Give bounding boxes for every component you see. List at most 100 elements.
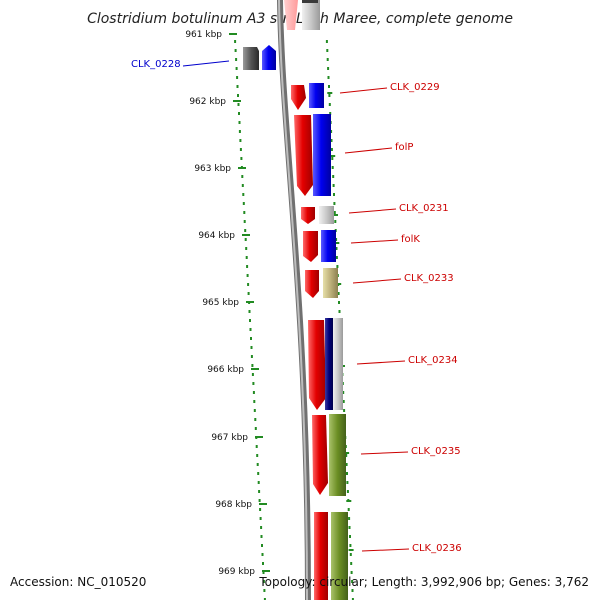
gene-block-olive-0235[interactable] <box>329 414 346 496</box>
tick-tracks <box>234 40 354 600</box>
gene-leader-line <box>350 239 399 244</box>
right-track-dot <box>348 526 351 529</box>
right-track-dot <box>350 562 353 565</box>
gene-block-grey-0234[interactable] <box>333 318 343 410</box>
left-track-dot <box>258 499 261 502</box>
gene-label[interactable]: folP <box>395 142 413 153</box>
right-track-dot <box>327 67 330 70</box>
gene-label[interactable]: CLK_0234 <box>408 355 458 366</box>
left-track-dot <box>240 157 243 160</box>
right-track-dot <box>331 157 334 160</box>
left-track-dot <box>249 319 251 322</box>
map-title: Clostridium botulinum A3 str. Loch Maree… <box>87 11 513 27</box>
left-track-dot <box>254 427 257 430</box>
right-track-dot <box>334 220 337 223</box>
right-track-dash <box>348 549 354 551</box>
gene-label[interactable]: CLK_0228 <box>131 59 181 70</box>
right-track-dot <box>328 103 331 106</box>
gene-block-dark-0228[interactable] <box>243 47 259 70</box>
right-track-dot <box>342 391 345 394</box>
right-track-dot <box>332 184 335 187</box>
right-track-dot <box>336 265 339 268</box>
left-track-dot <box>235 58 238 61</box>
gene-leader-line <box>361 548 410 552</box>
left-track-dot <box>239 139 242 142</box>
right-track-dot <box>328 94 331 97</box>
gene-leader-line <box>352 278 402 284</box>
right-track-dash <box>336 283 342 285</box>
left-track-dot <box>245 247 248 250</box>
partial-gene-pink <box>284 0 298 30</box>
right-track-dot <box>333 202 336 205</box>
left-track-dot <box>251 364 254 367</box>
left-track-dot <box>235 67 238 70</box>
position-tick-label: 966 kbp <box>207 365 244 375</box>
left-track-dot <box>236 85 239 88</box>
left-track-dot <box>234 40 237 43</box>
left-track-dot <box>242 193 245 196</box>
gene-block-khaki-0233[interactable] <box>323 268 338 298</box>
gene-block-blue-folP[interactable] <box>313 114 331 196</box>
position-tick-label: 965 kbp <box>202 298 239 308</box>
left-track-dot <box>238 121 241 124</box>
gene-arrow-red-0234[interactable] <box>308 320 326 410</box>
left-track-dot <box>262 571 265 574</box>
left-track-dot <box>251 373 254 376</box>
left-track-dot <box>252 382 255 385</box>
right-track-dot <box>347 508 350 511</box>
left-track-dot <box>259 517 262 520</box>
gene-block-olive-0236[interactable] <box>331 512 348 600</box>
gene-block-navy-0234[interactable] <box>325 318 333 410</box>
right-track-dot <box>342 400 345 403</box>
gene-arrow-red-folK[interactable] <box>303 231 318 262</box>
right-track-dot <box>335 247 338 250</box>
gene-arrow-red-0233[interactable] <box>305 270 319 298</box>
gene-label[interactable]: CLK_0231 <box>399 203 449 214</box>
left-track-dot <box>246 274 249 277</box>
right-track-dot <box>349 535 351 538</box>
gene-block-red-0236[interactable] <box>314 512 328 600</box>
left-track-dot <box>253 409 256 412</box>
right-track-dash <box>346 500 352 502</box>
right-track-dot <box>351 598 354 600</box>
right-track-dot <box>346 472 348 475</box>
gene-arrow-red-0235[interactable] <box>312 415 328 495</box>
gene-arrow-0228[interactable] <box>262 45 276 70</box>
left-track-dot <box>236 76 239 79</box>
right-track-dot <box>349 544 352 547</box>
left-track-dot <box>257 472 260 475</box>
gene-label[interactable]: folK <box>401 234 420 245</box>
right-track-dot <box>346 481 349 484</box>
left-track-dot <box>242 202 245 205</box>
right-track-dot <box>351 580 354 583</box>
left-track-dot <box>260 526 263 529</box>
right-track-dot <box>335 256 338 259</box>
gene-block-blue-folK[interactable] <box>321 230 336 262</box>
left-track-dot <box>248 310 251 313</box>
position-tick-label: 962 kbp <box>189 97 226 107</box>
gene-arrow-red-0229[interactable] <box>291 85 306 110</box>
left-track-dot <box>245 256 248 259</box>
gene-label[interactable]: CLK_0235 <box>411 446 461 457</box>
gene-block-grey-0231[interactable] <box>319 206 334 224</box>
left-track-dot <box>261 553 264 556</box>
gene-label[interactable]: CLK_0233 <box>404 273 454 284</box>
gene-label[interactable]: CLK_0236 <box>412 543 462 554</box>
right-track-dot <box>333 193 335 196</box>
gene-block-blue-0229[interactable] <box>309 83 324 108</box>
gene-arrow-red-0231[interactable] <box>301 207 315 224</box>
gene-leader-line <box>182 60 230 67</box>
right-track-dash <box>327 92 333 94</box>
gene-label[interactable]: CLK_0229 <box>390 82 440 93</box>
position-tick-label: 963 kbp <box>194 164 231 174</box>
right-track-dot <box>331 166 334 169</box>
gene-arrow-red-folP[interactable] <box>294 115 313 196</box>
left-track-dot <box>261 544 263 547</box>
gene-leader-line <box>360 451 409 455</box>
left-track-dot <box>262 580 265 583</box>
right-track-dot <box>329 112 332 115</box>
left-track-dot <box>253 400 256 403</box>
left-track-dot <box>238 130 241 133</box>
left-track-dot <box>243 220 246 223</box>
left-track-dot <box>244 238 247 241</box>
